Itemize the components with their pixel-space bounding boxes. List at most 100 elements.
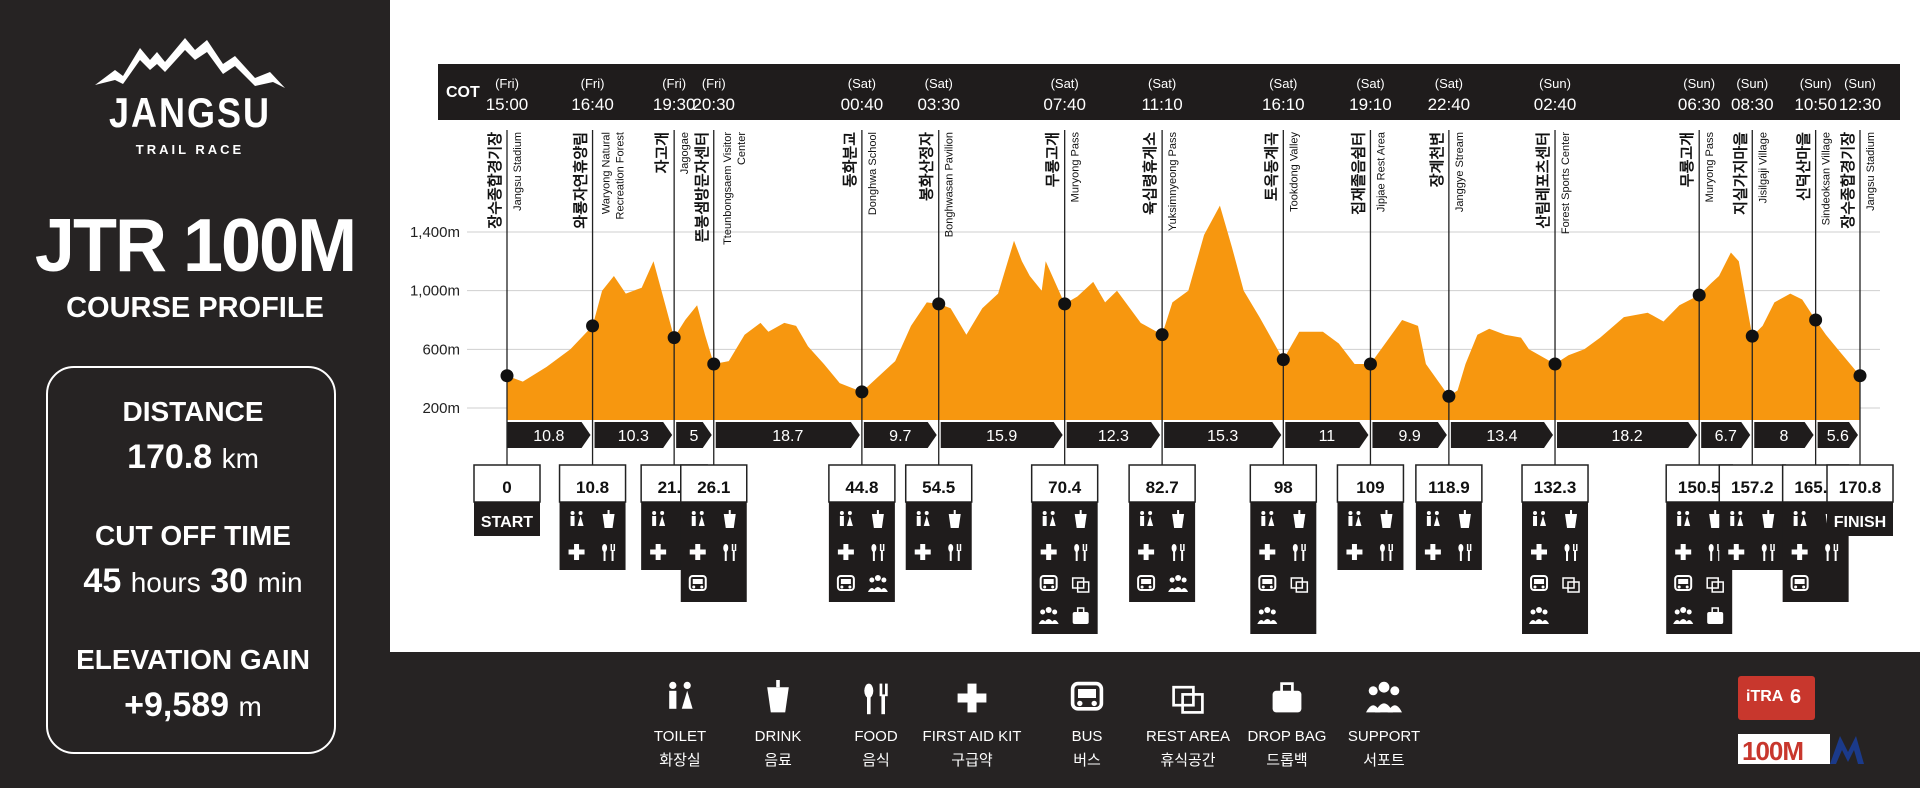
legend-item-drink: DRINK 음료 — [718, 652, 838, 770]
toilet-icon — [1793, 511, 1807, 526]
checkpoint-name-ko: 토옥동계곡 — [1263, 132, 1280, 201]
segment-distance-label: 9.9 — [1399, 428, 1421, 445]
page-title: JTR 100M — [34, 204, 357, 288]
mountain-logo-icon — [95, 38, 285, 88]
km-label: 44.8 — [845, 478, 878, 497]
legend-label-en: DRINK — [754, 728, 802, 745]
aid-icon — [957, 683, 987, 713]
checkpoint-marker — [1276, 353, 1290, 367]
drink-icon — [1380, 510, 1393, 528]
km-box — [680, 464, 748, 503]
logo-wordmark: JANGSU — [108, 88, 272, 136]
cot-time-label: 06:30 — [1678, 95, 1721, 114]
support-icon — [1257, 607, 1278, 624]
km-box — [558, 464, 627, 503]
rest-icon — [1706, 577, 1724, 593]
race-logo: JANGSU TRAIL RACE — [95, 30, 285, 170]
checkpoint-marker — [1155, 328, 1169, 342]
legend-label-ko: 화장실 — [659, 752, 701, 769]
km-label: 10.8 — [576, 478, 609, 497]
checkpoint-marker — [1809, 313, 1823, 327]
start-finish-box — [1827, 502, 1893, 536]
legend-label-ko: 버스 — [1073, 752, 1101, 769]
segment-distance-label: 5.6 — [1827, 428, 1849, 445]
checkpoint-name-ko: 무룡고개 — [1044, 132, 1062, 187]
segment-arrow — [863, 422, 937, 448]
toilet-icon — [839, 511, 853, 526]
legend-label-ko: 음료 — [764, 752, 792, 769]
distance-value: 170.8 km — [127, 438, 259, 476]
cot-time-label: 00:40 — [841, 95, 884, 114]
toilet-icon — [1426, 511, 1440, 526]
rest-icon — [1172, 685, 1204, 714]
cot-time-label: 16:10 — [1262, 95, 1305, 114]
drink-icon — [723, 510, 736, 528]
aid-icon — [1791, 544, 1808, 560]
checkpoint-name-en: Sindeoksan Village — [1821, 132, 1833, 225]
elevation-gain-value: +9,589 m — [124, 686, 262, 724]
cot-day-label: (Fri) — [581, 76, 605, 91]
checkpoint-name-ko: 집재졸음쉼터 — [1349, 132, 1367, 215]
food-icon — [1825, 544, 1839, 561]
cutoff-label: CUT OFF TIME — [95, 520, 291, 551]
legend-item-aid: FIRST AID KIT 구급약 — [912, 652, 1032, 770]
itra-label: iTRA — [1746, 688, 1784, 705]
bag-icon — [1707, 607, 1724, 624]
checkpoint-name-ko: 장수종합경기장 — [486, 132, 504, 229]
y-tick-label: 1,400m — [410, 224, 460, 241]
km-box — [1826, 464, 1894, 503]
km-box — [1415, 464, 1483, 503]
checkpoint-name-en: Yuksimnyeong Pass — [1167, 132, 1179, 232]
aid-icon — [1531, 544, 1548, 560]
cot-day-label: (Sat) — [1051, 76, 1079, 91]
food-icon — [871, 544, 885, 561]
aid-icon — [1424, 544, 1441, 560]
cot-day-label: (Fri) — [495, 76, 519, 91]
km-label: 70.4 — [1048, 478, 1082, 497]
checkpoint-name-en: Tteunbongsaem Visitor — [722, 132, 734, 245]
checkpoint-name-en: Waryong Natural — [601, 132, 613, 214]
checkpoint-name-ko: 뜬봉샘방문자센터 — [693, 132, 711, 242]
y-tick-label: 600m — [422, 341, 460, 358]
checkpoint-name-ko: 자고개 — [653, 132, 671, 173]
cot-day-label: (Sat) — [1435, 76, 1463, 91]
checkpoint-name-en: Forest Sports Center — [1560, 132, 1572, 234]
cot-time-label: 19:30 — [653, 95, 696, 114]
segment-arrow — [594, 422, 673, 448]
cot-day-label: (Sat) — [1269, 76, 1297, 91]
cot-time-label: 20:30 — [692, 95, 735, 114]
cot-time-label: 11:10 — [1141, 95, 1182, 114]
bus-icon — [1530, 575, 1549, 591]
bus-icon — [1039, 575, 1058, 591]
checkpoint-name-en: Jipjae Rest Area — [1375, 131, 1387, 212]
segment-distance-label: 6.7 — [1715, 428, 1737, 445]
drink-icon — [1565, 510, 1578, 528]
checkpoint-name-ko: 장계천변 — [1428, 132, 1446, 187]
bag-icon — [1272, 682, 1302, 713]
cot-time-label: 15:00 — [486, 95, 529, 114]
cot-day-label: (Sat) — [925, 76, 953, 91]
aid-icon — [1138, 544, 1155, 560]
amenity-box — [1719, 502, 1786, 570]
checkpoint-name-en: Jagogae — [679, 132, 691, 174]
cot-day-label: (Sat) — [848, 76, 876, 91]
legend-label-ko: 서포트 — [1363, 752, 1405, 769]
bus-icon — [1137, 575, 1156, 591]
toilet-icon — [691, 511, 705, 526]
km-box — [1249, 464, 1318, 503]
checkpoint-name-ko: 육십령휴게소 — [1141, 132, 1159, 215]
amenity-box — [559, 502, 626, 570]
food-icon — [1761, 544, 1775, 561]
aid-icon — [957, 683, 987, 713]
segment-distance-label: 10.3 — [618, 428, 649, 445]
toilet-icon — [1140, 511, 1154, 526]
segment-distance-label: 18.7 — [772, 428, 803, 445]
segment-arrow — [1557, 422, 1698, 448]
segment-distance-label: 8 — [1780, 428, 1789, 445]
support-icon — [1366, 681, 1402, 713]
checkpoint-name-ko: 장수종합경기장 — [1839, 132, 1857, 229]
drink-icon — [602, 510, 615, 528]
legend-label-en: DROP BAG — [1247, 728, 1327, 745]
km-box — [1521, 464, 1589, 503]
bus-icon — [1258, 575, 1277, 591]
